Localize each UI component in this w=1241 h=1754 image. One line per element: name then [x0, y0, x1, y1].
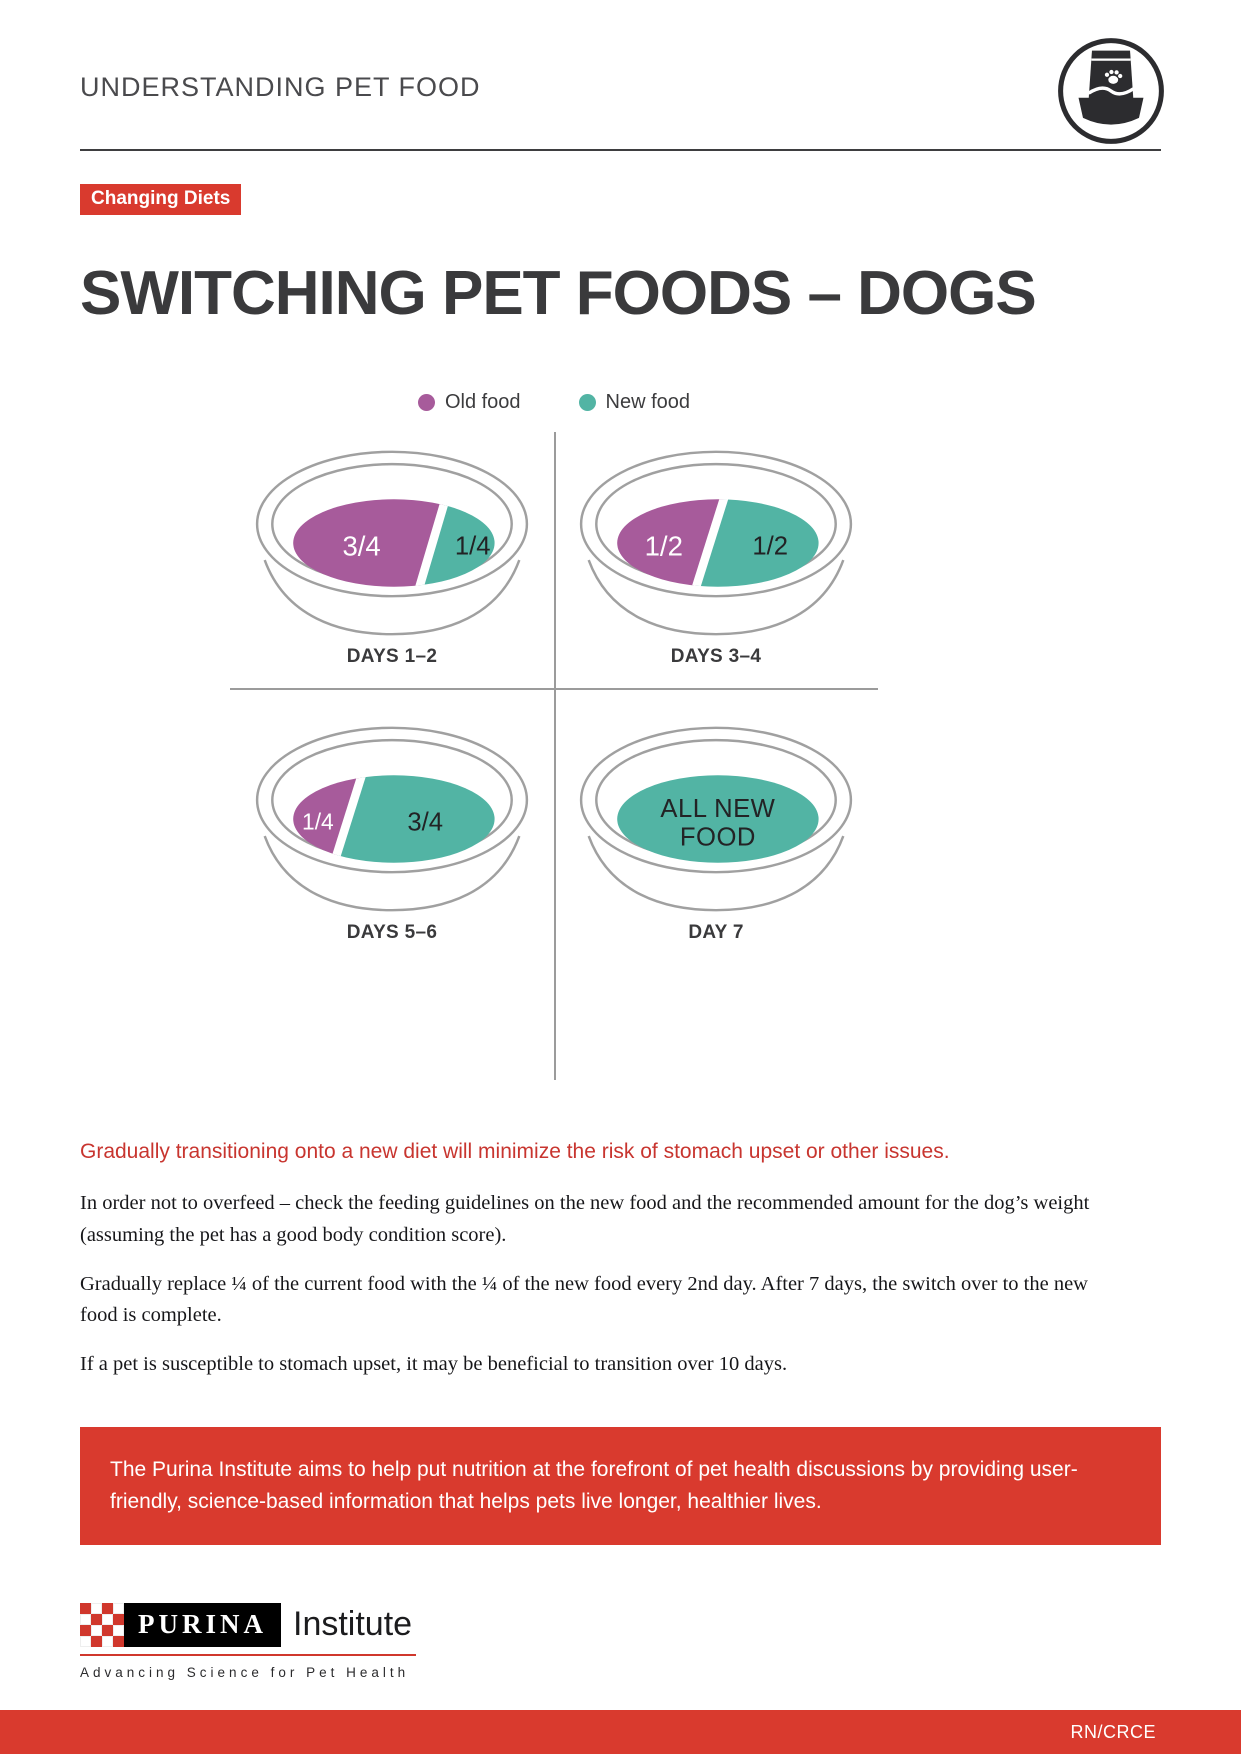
bowl-grid: 3/4 1/4 DAYS 1–2	[230, 432, 878, 1080]
old-food-dot-icon	[417, 394, 435, 411]
legend: Old food New food	[230, 391, 878, 414]
footer-bar: RN/CRCE	[0, 1710, 1241, 1754]
purina-institute-callout: The Purina Institute aims to help put nu…	[80, 1426, 1161, 1545]
paragraph: In order not to overfeed – check the fee…	[80, 1192, 1090, 1246]
quadrant-days-5-6: 1/4 3/4 DAYS 5–6	[230, 688, 554, 968]
body-copy: In order not to overfeed – check the fee…	[80, 1188, 1161, 1381]
paragraph: If a pet is susceptible to stomach upset…	[80, 1353, 788, 1376]
quadrant-label: DAYS 5–6	[346, 922, 438, 943]
legend-label: Old food	[444, 391, 521, 413]
header-title: UNDERSTANDING PET FOOD	[80, 72, 481, 102]
purina-wordmark: PURINA	[124, 1602, 281, 1647]
logo-tagline: Advancing Science for Pet Health	[80, 1664, 410, 1680]
all-new-food-line2: FOOD	[680, 824, 756, 852]
page-header: UNDERSTANDING PET FOOD	[80, 38, 1164, 151]
bowl-day-7: ALL NEW FOOD	[579, 726, 853, 912]
bowl-days-1-2: 3/4 1/4	[255, 450, 529, 636]
purina-checkerboard-icon	[80, 1602, 124, 1647]
quadrant-label: DAYS 3–4	[670, 646, 762, 667]
quadrant-days-1-2: 3/4 1/4 DAYS 1–2	[230, 432, 554, 688]
bowl-days-5-6: 1/4 3/4	[255, 726, 529, 912]
transition-figure: Old food New food	[230, 391, 878, 1080]
logo-underline	[80, 1653, 416, 1656]
fraction-new: 3/4	[407, 808, 443, 836]
fraction-old: 3/4	[342, 530, 380, 561]
legend-item-old-food: Old food	[417, 391, 521, 414]
quadrant-label: DAYS 1–2	[346, 646, 438, 667]
new-food-dot-icon	[578, 394, 596, 411]
legend-label: New food	[605, 391, 691, 413]
pet-food-bowl-icon	[1058, 38, 1164, 144]
footer-code: RN/CRCE	[1070, 1721, 1156, 1742]
bowl-days-3-4: 1/2 1/2	[579, 450, 853, 636]
legend-item-new-food: New food	[578, 391, 691, 414]
header-rule	[80, 149, 1161, 151]
fraction-new: 1/2	[752, 532, 788, 560]
page-title: SWITCHING PET FOODS – DOGS	[80, 259, 1037, 328]
paragraph: Gradually replace ¼ of the current food …	[80, 1272, 1088, 1327]
purina-institute-logo: PURINA Institute Advancing Science for P…	[80, 1602, 1161, 1680]
quadrant-label: DAY 7	[688, 922, 744, 943]
quadrant-days-3-4: 1/2 1/2 DAYS 3–4	[554, 432, 878, 688]
section-badge: Changing Diets	[80, 184, 242, 215]
quadrant-day-7: ALL NEW FOOD DAY 7	[554, 688, 878, 968]
fraction-old: 1/2	[645, 530, 683, 561]
institute-wordmark: Institute	[293, 1605, 413, 1644]
fraction-new: 1/4	[455, 532, 491, 560]
all-new-food-line1: ALL NEW	[660, 795, 775, 823]
fraction-old: 1/4	[302, 808, 334, 834]
lead-sentence: Gradually transitioning onto a new diet …	[80, 1140, 950, 1163]
